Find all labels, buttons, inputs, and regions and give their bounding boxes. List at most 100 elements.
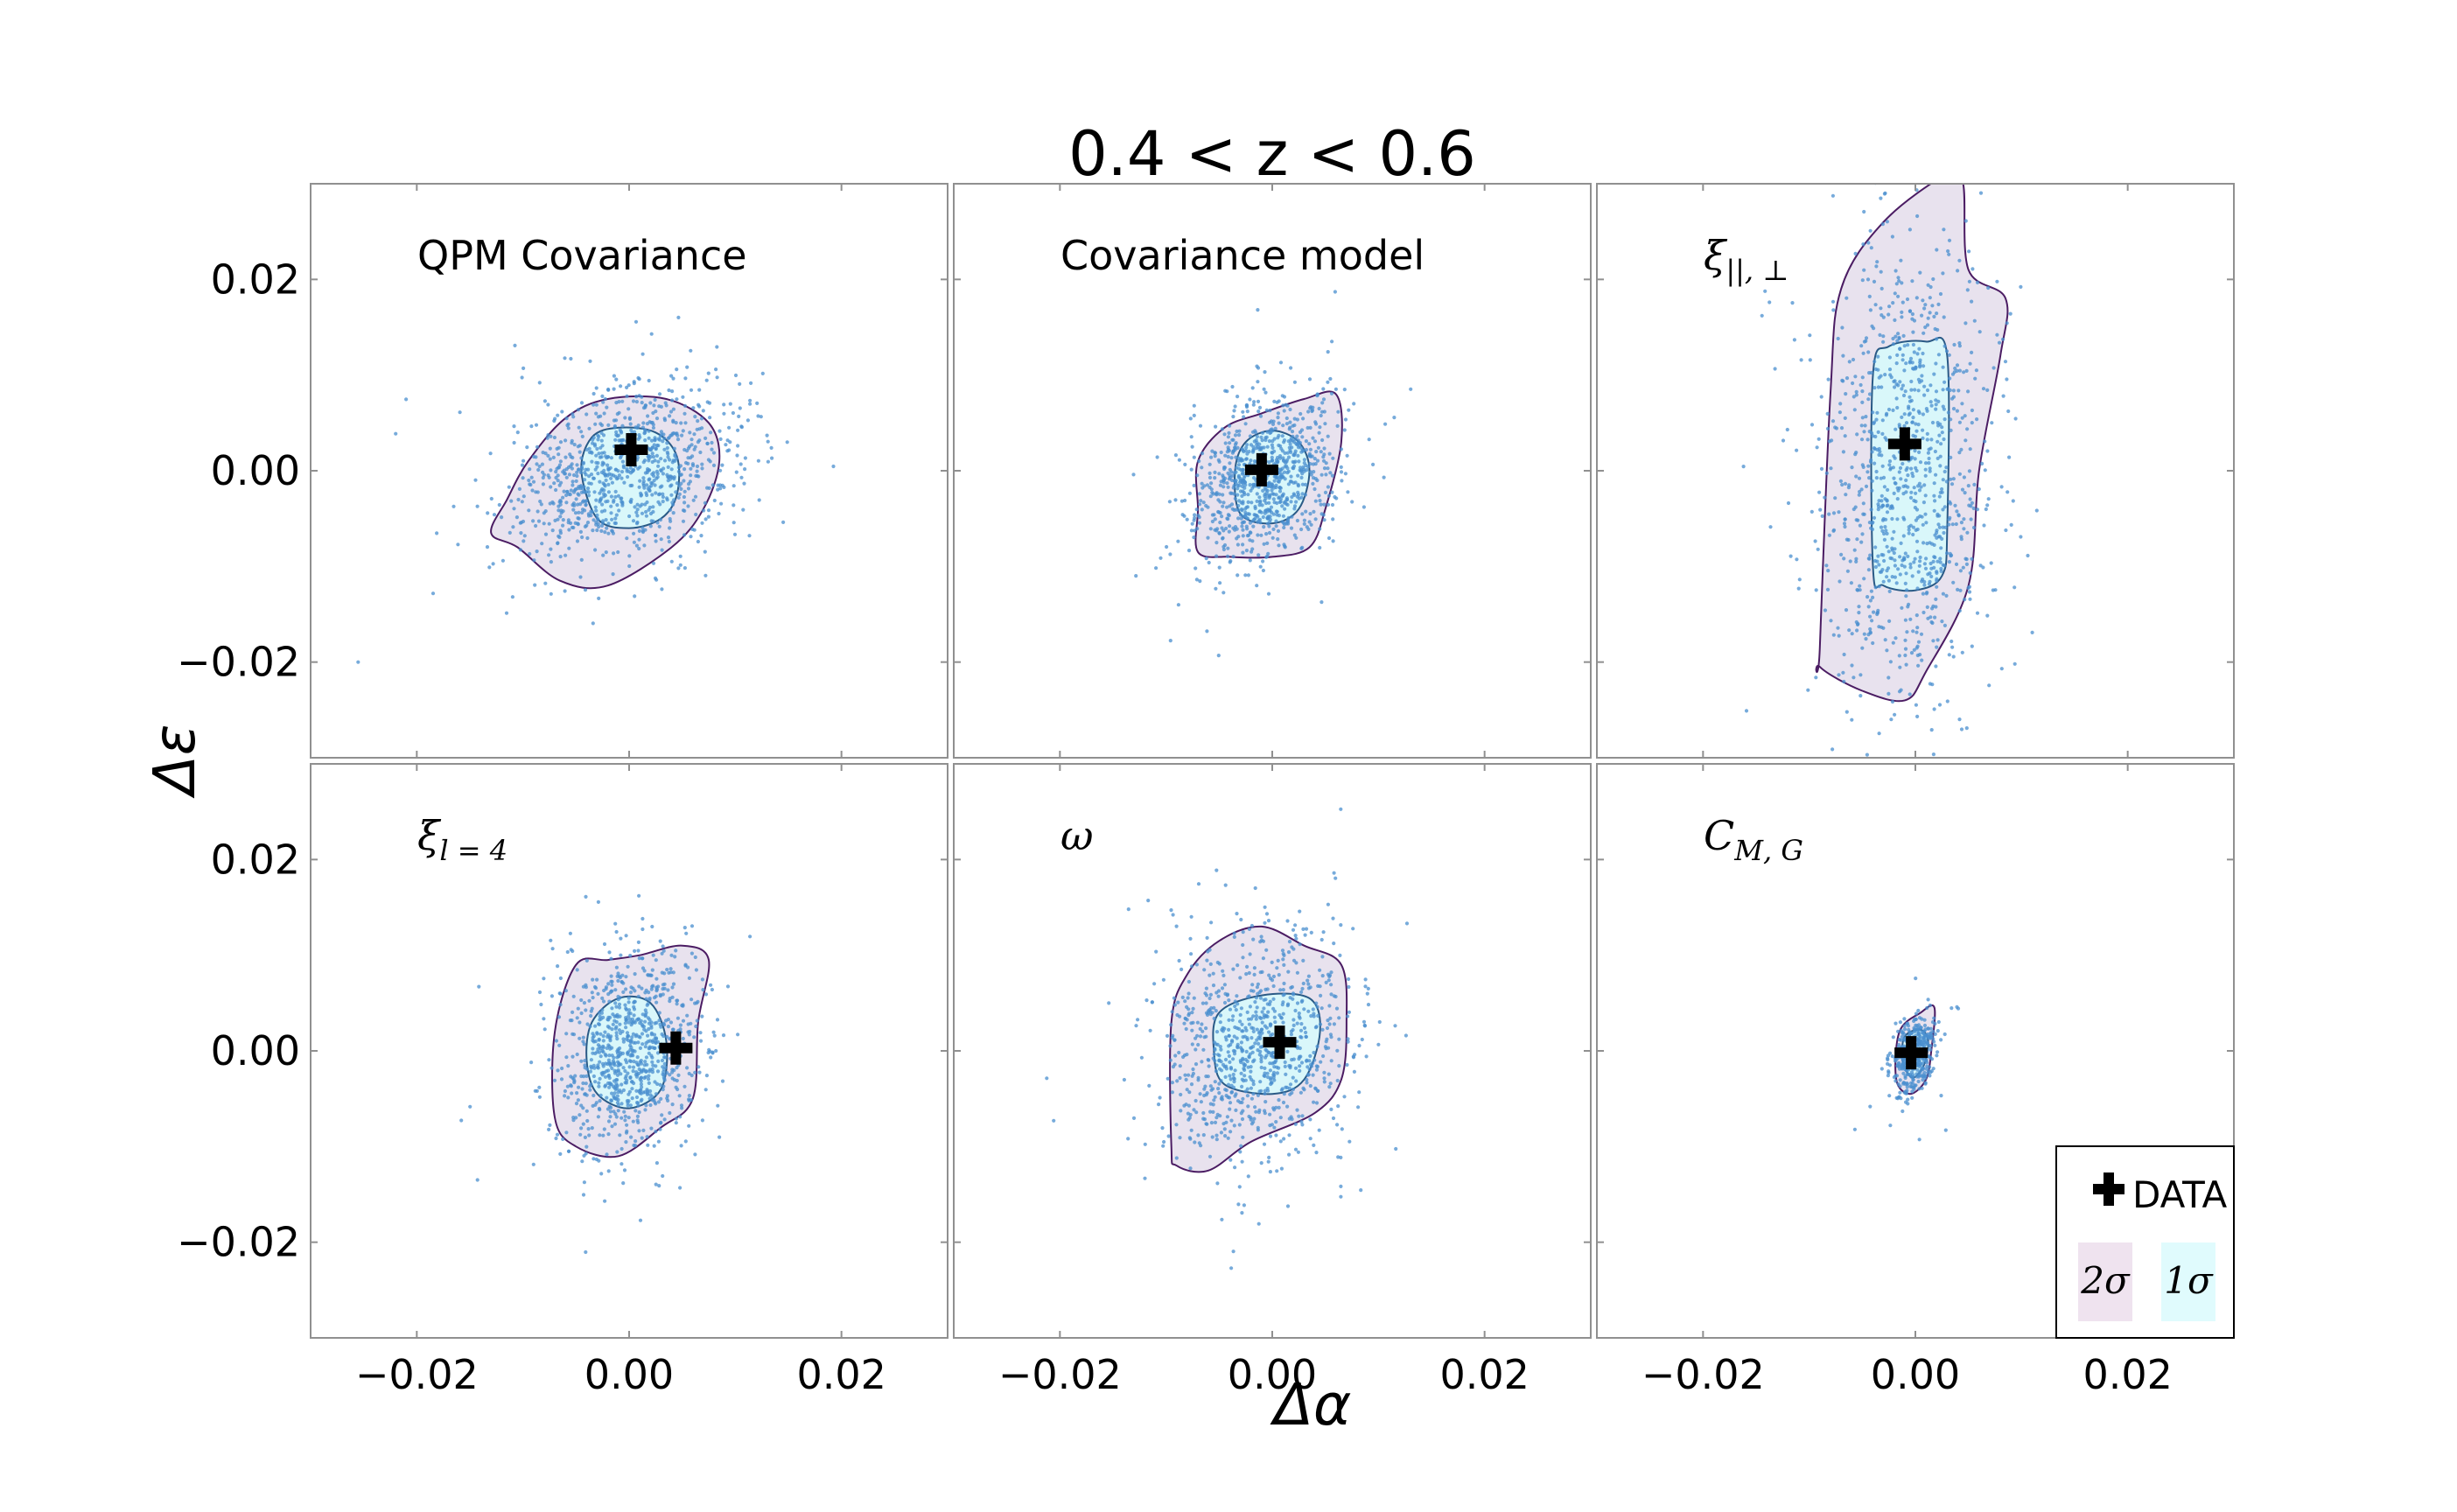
- mock-point: [1268, 1124, 1271, 1127]
- mock-point: [1190, 1129, 1194, 1132]
- mock-point: [1248, 1023, 1251, 1026]
- mock-point: [1300, 428, 1304, 431]
- mock-point: [1309, 426, 1312, 430]
- mock-point: [1893, 385, 1896, 388]
- mock-point: [1742, 465, 1746, 468]
- mock-point: [578, 444, 582, 447]
- mock-point: [651, 1064, 654, 1068]
- mock-point: [598, 1051, 601, 1054]
- mock-point: [1877, 430, 1880, 434]
- mock-point: [585, 1110, 589, 1113]
- mock-point: [1245, 457, 1249, 460]
- mock-point: [1325, 981, 1328, 984]
- mock-point: [636, 467, 640, 471]
- mock-point: [1320, 438, 1324, 442]
- mock-point: [1222, 500, 1225, 504]
- mock-point: [558, 1152, 562, 1156]
- mock-point: [468, 1105, 472, 1109]
- mock-point: [1274, 1133, 1278, 1137]
- mock-point: [1908, 618, 1912, 621]
- mock-point: [1272, 497, 1276, 500]
- mock-point: [734, 374, 738, 377]
- mock-point: [1938, 556, 1942, 560]
- mock-point: [2031, 631, 2034, 634]
- mock-point: [1308, 454, 1312, 458]
- mock-point: [675, 421, 678, 424]
- mock-point: [1965, 531, 1969, 535]
- mock-point: [1923, 1024, 1927, 1027]
- mock-point: [1220, 451, 1223, 454]
- mock-point: [1277, 543, 1280, 547]
- mock-point: [690, 443, 694, 446]
- mock-point: [590, 460, 593, 464]
- mock-point: [1227, 1050, 1230, 1054]
- mock-point: [696, 465, 699, 468]
- mock-point: [1207, 1012, 1210, 1015]
- mock-point: [1947, 253, 1950, 256]
- mock-point: [1256, 1028, 1259, 1032]
- mock-point: [1898, 690, 1901, 693]
- mock-point: [629, 423, 633, 426]
- mock-point: [2012, 499, 2015, 502]
- mock-point: [1205, 987, 1208, 990]
- mock-point: [546, 433, 550, 437]
- mock-point: [1873, 559, 1877, 563]
- mock-point: [607, 1054, 611, 1057]
- mock-point: [658, 525, 662, 528]
- mock-point: [591, 438, 594, 442]
- mock-point: [615, 514, 619, 517]
- mock-point: [1147, 1084, 1151, 1088]
- mock-point: [1195, 473, 1199, 477]
- mock-point: [1280, 1088, 1284, 1092]
- mock-point: [1973, 377, 1977, 381]
- mock-point: [1201, 1111, 1205, 1115]
- mock-point: [572, 473, 576, 477]
- mock-point: [515, 515, 519, 519]
- mock-point: [585, 1022, 589, 1026]
- mock-point: [1200, 1030, 1204, 1033]
- mock-point: [1249, 531, 1252, 535]
- mock-point: [1263, 1074, 1266, 1077]
- mock-point: [1842, 680, 1845, 683]
- mock-point: [1193, 484, 1196, 487]
- mock-point: [1292, 959, 1296, 962]
- mock-point: [696, 1065, 700, 1068]
- mock-point: [1312, 1014, 1316, 1018]
- mock-point: [1906, 486, 1909, 489]
- mock-point: [588, 447, 592, 451]
- panel-xi_l4: −0.02 0.00 0.02−0.020.000.02ξl = 4: [177, 764, 948, 1398]
- mock-point: [571, 1118, 575, 1122]
- mock-point: [1260, 1054, 1264, 1058]
- mock-point: [1265, 542, 1269, 545]
- mock-point: [1900, 462, 1904, 466]
- mock-point: [1962, 517, 1965, 521]
- mock-point: [1926, 606, 1929, 609]
- mock-point: [1362, 1020, 1366, 1024]
- mock-point: [498, 503, 501, 507]
- mock-point: [1215, 1138, 1219, 1141]
- mock-point: [652, 954, 655, 957]
- mock-point: [394, 432, 397, 436]
- mock-point: [655, 988, 659, 991]
- mock-point: [693, 415, 696, 418]
- mock-point: [549, 468, 552, 472]
- mock-point: [1340, 447, 1343, 451]
- mock-point: [1899, 572, 1902, 576]
- mock-point: [1964, 438, 1967, 442]
- mock-point: [670, 389, 674, 393]
- mock-point: [653, 1046, 656, 1050]
- mock-point: [1949, 417, 1952, 421]
- mock-point: [654, 447, 658, 451]
- mock-point: [1948, 653, 1951, 656]
- mock-point: [567, 547, 570, 550]
- mock-point: [668, 436, 671, 439]
- mock-point: [586, 521, 590, 524]
- mock-point: [1283, 992, 1286, 996]
- mock-point: [657, 1140, 661, 1144]
- mock-point: [690, 438, 693, 441]
- mock-point: [620, 470, 624, 473]
- mock-point: [1242, 534, 1245, 537]
- mock-point: [1275, 966, 1278, 970]
- mock-point: [610, 494, 613, 498]
- mock-point: [1264, 1111, 1267, 1115]
